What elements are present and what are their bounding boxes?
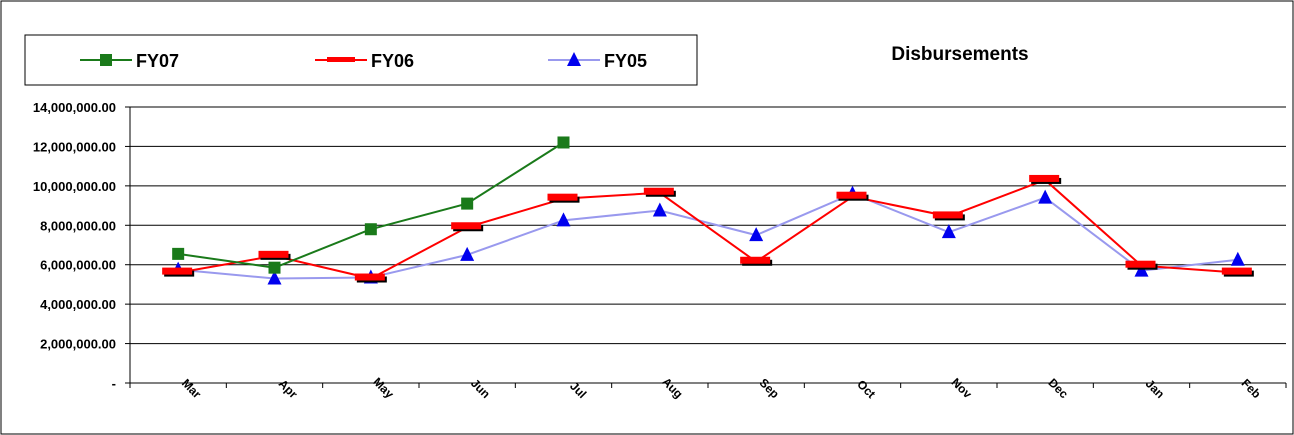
data-point — [836, 191, 867, 199]
legend-label: FY05 — [604, 51, 647, 71]
data-point — [364, 223, 377, 236]
legend-marker — [567, 52, 581, 66]
data-point — [547, 193, 578, 201]
data-point — [1125, 260, 1156, 268]
data-point — [941, 224, 956, 239]
legend: FY07 FY06 FY05 — [80, 51, 647, 71]
legend-marker — [327, 57, 355, 62]
y-tick-label: 4,000,000.00 — [40, 297, 116, 312]
data-point — [354, 273, 385, 281]
series-layer — [162, 136, 1254, 285]
data-point — [1029, 174, 1060, 182]
data-point — [557, 136, 570, 149]
y-axis: - 2,000,000.00 4,000,000.00 6,000,000.00 8,0… — [33, 100, 131, 391]
legend-item-FY07: FY07 — [80, 51, 179, 71]
y-tick-label: 8,000,000.00 — [40, 218, 116, 233]
legend-label: FY06 — [371, 51, 414, 71]
y-tick-label: 2,000,000.00 — [40, 337, 116, 352]
y-tick-label: - — [112, 376, 116, 391]
data-point — [268, 261, 281, 274]
legend-item-FY06: FY06 — [315, 51, 414, 71]
data-point — [932, 211, 963, 219]
data-point — [556, 212, 571, 227]
y-tick-label: 12,000,000.00 — [33, 139, 116, 154]
series-line — [177, 178, 1238, 280]
data-point — [1230, 251, 1245, 266]
data-point — [460, 246, 475, 261]
y-tick-label: 6,000,000.00 — [40, 258, 116, 273]
series-FY06 — [162, 174, 1254, 283]
y-tick-label: 14,000,000.00 — [33, 100, 116, 115]
data-point — [643, 187, 674, 195]
series-line — [178, 192, 1238, 280]
data-point — [740, 256, 771, 264]
data-point — [258, 250, 289, 258]
legend-label: FY07 — [136, 51, 179, 71]
legend-item-FY05: FY05 — [548, 51, 647, 71]
data-point — [267, 270, 282, 285]
data-point — [749, 227, 764, 242]
series-FY07 — [172, 136, 570, 274]
data-point — [461, 197, 474, 210]
chart-title: Disbursements — [891, 44, 1028, 65]
data-point — [172, 247, 185, 260]
data-point — [1221, 267, 1252, 275]
data-point — [1038, 189, 1053, 204]
data-point — [451, 222, 482, 230]
data-point — [652, 202, 667, 217]
y-tick-label: 10,000,000.00 — [33, 179, 116, 194]
data-point — [162, 267, 193, 275]
legend-marker — [100, 54, 112, 66]
